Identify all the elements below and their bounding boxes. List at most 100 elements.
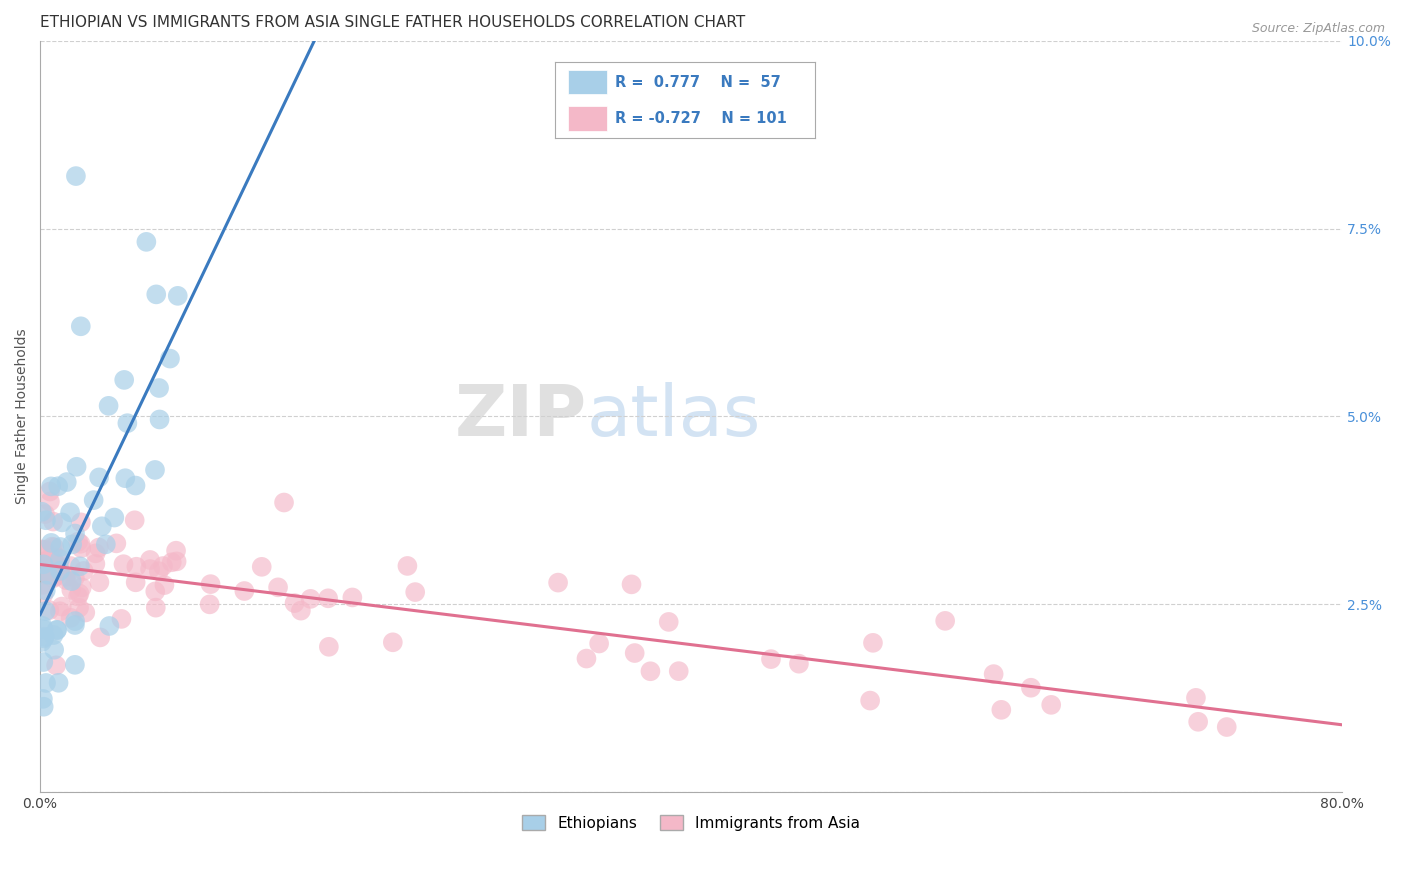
Point [97, 399, 120, 413]
Point [139, 562, 162, 576]
Point [34, 630, 56, 644]
Point [135, 235, 157, 249]
Point [34, 568, 56, 582]
Point [160, 555, 183, 569]
Point [69, 319, 91, 334]
FancyBboxPatch shape [568, 70, 607, 95]
Point [31, 578, 53, 592]
Point [273, 495, 295, 509]
Point [32, 632, 55, 646]
Point [70, 581, 93, 595]
Point [38, 494, 60, 508]
Point [318, 640, 340, 654]
Point [1216, 720, 1239, 734]
Point [862, 636, 884, 650]
Point [35, 583, 58, 598]
Point [114, 471, 136, 485]
Text: ZIP: ZIP [454, 382, 588, 451]
Point [69, 559, 91, 574]
Point [166, 554, 188, 568]
Point [316, 591, 339, 606]
Point [44, 642, 66, 657]
Point [34, 604, 56, 618]
Text: R =  0.777    N =  57: R = 0.777 N = 57 [616, 75, 780, 90]
Point [75, 606, 97, 620]
Point [49, 604, 72, 618]
Point [1185, 690, 1208, 705]
Point [66, 590, 89, 604]
Point [51, 516, 73, 530]
Point [34, 542, 56, 557]
Point [38, 552, 60, 566]
Point [49, 552, 72, 566]
Point [396, 558, 419, 573]
Point [45, 623, 67, 637]
Point [44, 555, 66, 569]
Text: ETHIOPIAN VS IMMIGRANTS FROM ASIA SINGLE FATHER HOUSEHOLDS CORRELATION CHART: ETHIOPIAN VS IMMIGRANTS FROM ASIA SINGLE… [41, 15, 745, 30]
Point [1019, 681, 1042, 695]
Point [250, 559, 273, 574]
Point [547, 575, 569, 590]
Point [38, 484, 60, 499]
Point [98, 619, 121, 633]
Point [267, 580, 290, 594]
Point [63, 526, 86, 541]
Point [63, 657, 86, 672]
Point [31, 635, 53, 649]
Point [112, 557, 135, 571]
Point [623, 646, 645, 660]
Point [84, 546, 107, 560]
Point [48, 559, 70, 574]
Point [55, 475, 77, 489]
Point [32, 655, 55, 669]
Point [42, 515, 65, 529]
Point [51, 599, 73, 614]
Point [299, 591, 322, 606]
Point [83, 493, 105, 508]
Point [60, 537, 83, 551]
Point [69, 537, 91, 551]
Point [70, 541, 93, 556]
Point [32, 558, 55, 572]
Point [787, 657, 810, 671]
Point [588, 636, 610, 650]
Point [34, 507, 56, 521]
Point [381, 635, 404, 649]
Point [145, 600, 167, 615]
Point [112, 373, 135, 387]
Point [89, 470, 111, 484]
Point [55, 569, 77, 583]
Point [1187, 714, 1209, 729]
Point [31, 505, 53, 519]
Point [125, 559, 148, 574]
Point [45, 658, 67, 673]
FancyBboxPatch shape [568, 106, 607, 130]
Point [89, 575, 111, 590]
Point [60, 574, 83, 588]
Point [39, 479, 62, 493]
Point [200, 577, 222, 591]
Point [32, 587, 55, 601]
Point [575, 651, 598, 665]
Point [283, 596, 305, 610]
Point [87, 541, 110, 555]
Point [145, 287, 167, 301]
Point [32, 692, 55, 706]
Point [159, 351, 181, 366]
Point [37, 563, 59, 577]
Point [59, 505, 82, 519]
Point [143, 463, 166, 477]
Point [983, 667, 1005, 681]
Point [46, 550, 69, 565]
Point [42, 628, 65, 642]
Point [55, 573, 77, 587]
Point [110, 612, 132, 626]
Point [620, 577, 643, 591]
Point [65, 459, 87, 474]
Point [759, 652, 782, 666]
Point [42, 571, 65, 585]
Point [38, 603, 60, 617]
Point [70, 516, 93, 530]
Point [148, 412, 170, 426]
Point [990, 703, 1012, 717]
